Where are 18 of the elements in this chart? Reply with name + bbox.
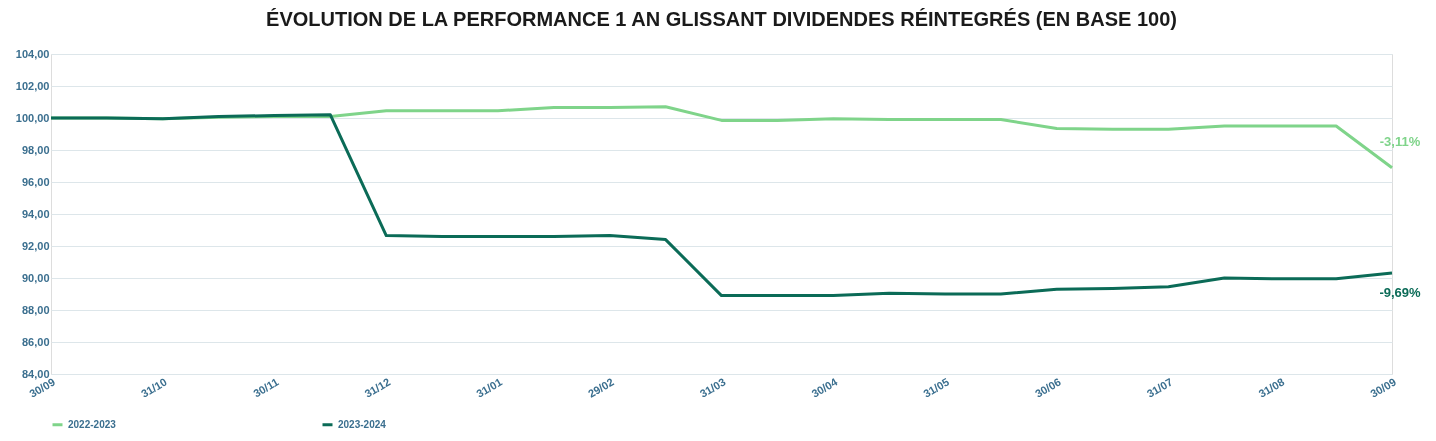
y-tick-label: 88,00 [21, 303, 50, 316]
y-tick-label: 86,00 [21, 335, 50, 348]
y-tick-label: 100,00 [15, 111, 50, 124]
annotation: -3,11% [1379, 133, 1421, 149]
y-tick-label: 102,00 [15, 79, 50, 92]
y-tick-label: 94,00 [21, 207, 50, 220]
y-tick-label: 84,00 [21, 367, 50, 380]
y-tick-label: 98,00 [21, 143, 50, 156]
x-tick-label: 30/11 [251, 375, 281, 400]
y-tick-label: 96,00 [21, 175, 50, 188]
legend-label: 2023-2024 [338, 418, 387, 430]
y-tick-label: 104,00 [15, 47, 50, 60]
x-tick-label: 31/01 [474, 375, 504, 400]
y-tick-label: 92,00 [21, 239, 50, 252]
annotation: -9,69% [1379, 285, 1422, 301]
y-tick-label: 90,00 [21, 271, 50, 284]
legend-label: 2022-2023 [68, 418, 117, 430]
chart-title: ÉVOLUTION DE LA PERFORMANCE 1 AN GLISSANT DIVIDENDES RÉINTEGRÉS (EN BASE 100) [266, 8, 1177, 30]
